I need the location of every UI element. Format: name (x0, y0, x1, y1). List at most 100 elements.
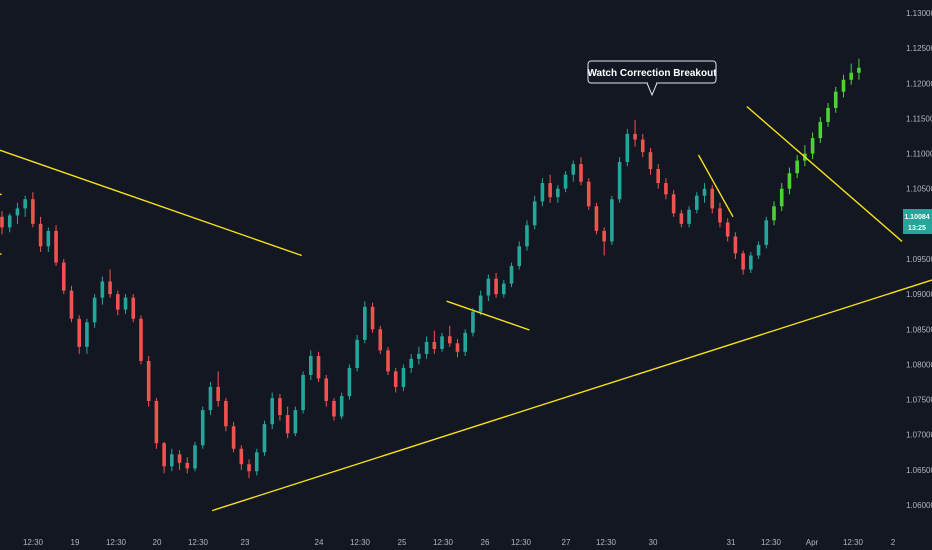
candle-body (687, 209, 691, 224)
candle-body (548, 183, 552, 198)
candle-body (471, 311, 475, 333)
candle-body (417, 353, 421, 359)
time-tick-label: 12:30 (350, 538, 371, 547)
candle-body (656, 169, 660, 184)
candle-body (486, 278, 491, 296)
trendline (697, 154, 734, 218)
candle-body (640, 139, 645, 153)
time-tick-label: 12:30 (596, 538, 617, 547)
candle-body (15, 208, 20, 216)
candle-body (579, 164, 583, 182)
candle-body (478, 295, 483, 312)
candle-body (409, 358, 413, 368)
candle-body (556, 188, 560, 198)
candle-body (586, 181, 591, 207)
price-tick-label: 1.09000 (906, 290, 932, 299)
candle-body (0, 216, 4, 228)
trendline (211, 279, 932, 512)
candle-body (401, 367, 406, 387)
time-tick-label: 12:30 (511, 538, 532, 547)
candle-body (116, 294, 120, 310)
candle-body (447, 336, 452, 344)
candle-body (324, 378, 329, 401)
time-tick-label: 31 (727, 538, 736, 547)
time-tick-label: 25 (398, 538, 407, 547)
candle-body (139, 318, 143, 361)
candle-body (92, 297, 97, 323)
time-tick-label: 24 (315, 538, 324, 547)
price-tick-label: 1.07500 (906, 396, 932, 405)
trendline (0, 253, 2, 255)
candle-body (463, 332, 467, 352)
candle-body (54, 230, 58, 263)
candle-body (77, 318, 81, 347)
candle-body (231, 426, 236, 449)
price-axis[interactable]: 1.06000 1.06500 1.07000 1.07500 1.08000 1.085… (906, 9, 932, 510)
price-tick-label: 1.06000 (906, 501, 932, 510)
candle-body (679, 213, 684, 224)
candle-body (540, 183, 545, 202)
time-tick-label: 12:30 (433, 538, 454, 547)
candle-body (347, 367, 352, 397)
candle-body (293, 410, 298, 434)
projection-candle-body (787, 173, 792, 189)
candle-body (7, 215, 12, 228)
candle-body (610, 199, 614, 242)
time-tick-label: 12:30 (106, 538, 127, 547)
candle-body (46, 230, 51, 247)
candle-body (154, 400, 159, 444)
candle-body (332, 400, 336, 417)
candle-body (216, 386, 220, 401)
candle-body (370, 306, 375, 330)
candle-body (718, 208, 722, 223)
candle-body (38, 223, 43, 247)
candles-layer (0, 58, 861, 479)
candle-body (671, 194, 676, 214)
candle-body (316, 355, 321, 379)
candle-body (432, 341, 437, 349)
price-tick-label: 1.13000 (906, 9, 932, 18)
candle-body (517, 246, 522, 267)
time-axis[interactable]: 12:30 19 12:30 20 12:30 23 24 12:30 25 12:30 26 12:… (23, 538, 896, 547)
price-tick-label: 1.12000 (906, 79, 932, 88)
candle-body (625, 133, 630, 163)
candle-body (633, 133, 637, 140)
candle-body (247, 464, 251, 472)
candle-body (177, 454, 182, 463)
projection-candle-body (810, 138, 815, 154)
candle-body (61, 262, 66, 291)
callout-label: Watch Correction Breakout (587, 68, 717, 79)
projection-candle-body (841, 79, 846, 92)
candle-body (254, 452, 259, 472)
candle-body (309, 355, 313, 375)
projection-candle-body (857, 67, 861, 73)
candle-body (571, 164, 576, 175)
candle-body (23, 199, 27, 209)
candle-body (270, 398, 274, 425)
callout-pointer (646, 82, 658, 97)
price-tick-label: 1.10500 (906, 185, 932, 194)
candle-body (617, 162, 622, 200)
candle-body (602, 230, 606, 242)
callout[interactable]: Watch Correction Breakout (587, 60, 717, 97)
trendline (446, 300, 530, 331)
candle-body (278, 398, 282, 416)
candle-body (440, 336, 444, 349)
projection-candle-body (833, 91, 838, 108)
candle-body (494, 278, 498, 295)
candle-body (85, 322, 89, 347)
candle-body (764, 220, 769, 245)
projection-candle-body (826, 107, 830, 122)
candle-body (563, 174, 568, 189)
time-tick-label: 19 (71, 538, 80, 547)
candle-body (100, 281, 105, 298)
candle-body (69, 290, 74, 319)
candle-body (239, 448, 244, 465)
candle-body (363, 306, 367, 340)
candle-body (695, 195, 699, 210)
price-tick-label: 1.06500 (906, 466, 932, 475)
projection-candle-body (779, 188, 784, 207)
candle-body (525, 225, 529, 247)
